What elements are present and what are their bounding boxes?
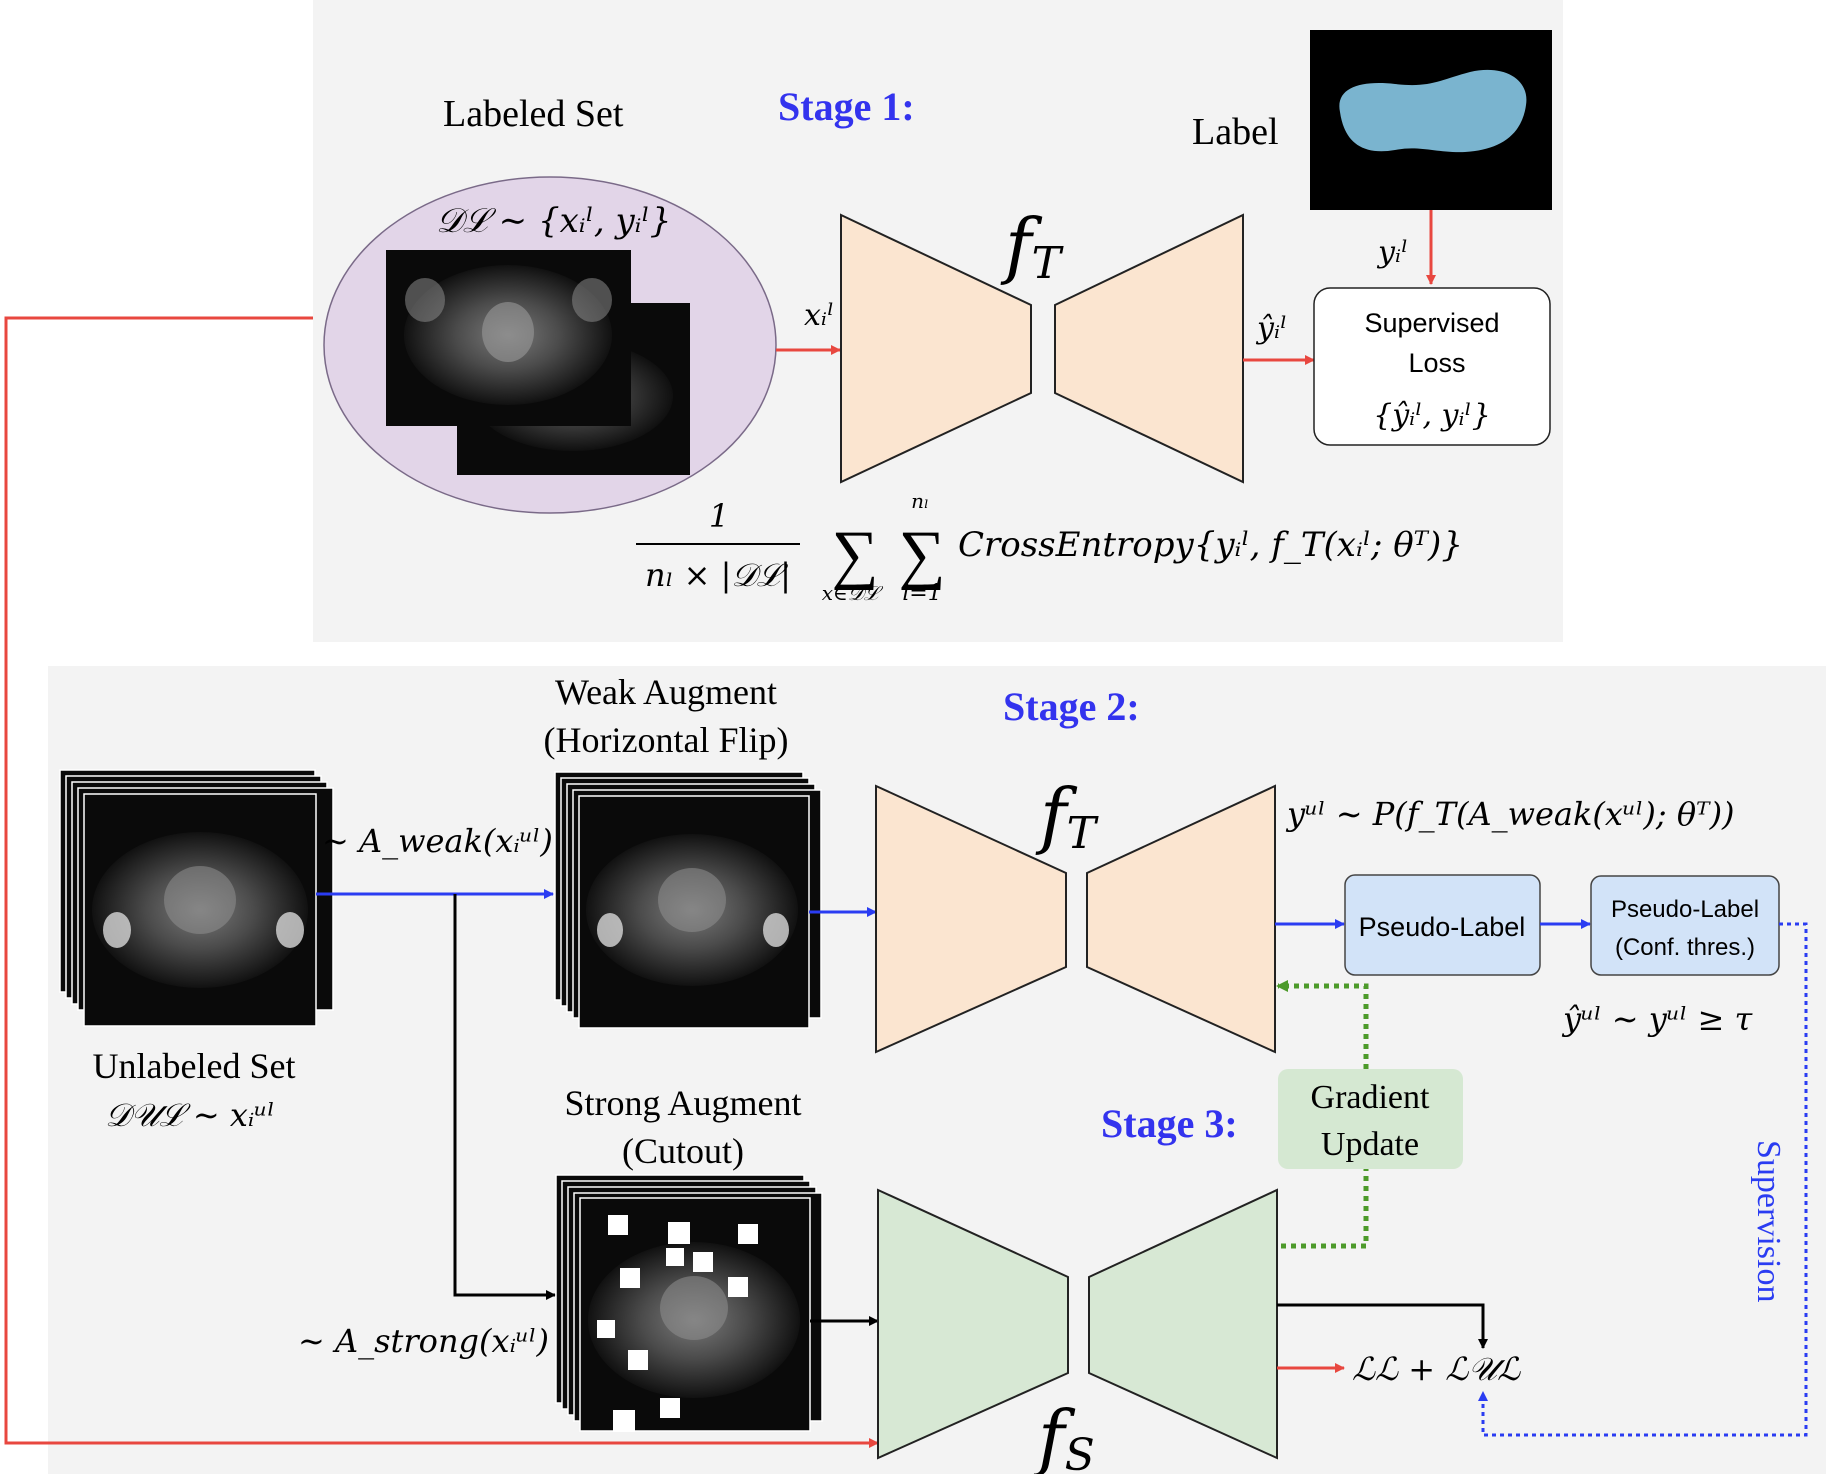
gradient-update-line1: Gradient (1311, 1079, 1431, 1116)
unlabeled-set-title: Unlabeled Set (93, 1046, 296, 1086)
supervised-loss-line3: {ŷᵢˡ, yᵢˡ} (1373, 398, 1491, 433)
student-output-arrow (1277, 1303, 1488, 1349)
strong-augment-title2: (Cutout) (622, 1131, 744, 1171)
stage1-title: Stage 1: (778, 84, 915, 129)
label-title: Label (1192, 111, 1279, 153)
stage3-title: Stage 3: (1101, 1101, 1238, 1146)
strong-augment-expr: ∼ A_strong(xᵢᵘˡ) (298, 1322, 549, 1360)
supervised-loss-line1: Supervised (1364, 308, 1499, 338)
stage1-label-expr: yᵢˡ (1376, 235, 1408, 270)
gradient-update-box (1278, 1069, 1463, 1169)
teacher-label-stage2: fT (1035, 773, 1100, 859)
supervised-loss-line2: Loss (1408, 348, 1465, 378)
student-network (877, 1188, 1278, 1460)
unlabeled-scan-stack (59, 769, 334, 1027)
unlabeled-dataset-expr: 𝒟𝒰ℒ ∼ xᵢᵘˡ (105, 1096, 275, 1134)
svg-text:nₗ × |𝒟ℒ|: nₗ × |𝒟ℒ| (645, 556, 791, 594)
confidence-threshold-expr: ŷᵘˡ ∼ yᵘˡ ≥ τ (1561, 1000, 1754, 1038)
svg-text:CrossEntropy{yᵢˡ, f_T(xᵢˡ; θᵀ): CrossEntropy{yᵢˡ, f_T(xᵢˡ; θᵀ)} (958, 525, 1463, 565)
labeled-to-student-line (4, 316, 879, 1448)
stage1-input-expr: xᵢˡ (804, 298, 834, 333)
stage1-prediction-expr: ŷᵢˡ (1255, 311, 1287, 346)
teacher-network-stage1 (840, 213, 1244, 484)
weak-augment-title2: (Horizontal Flip) (544, 720, 789, 760)
strong-augmented-scan-stack (555, 1174, 823, 1432)
supervision-arrow (1478, 922, 1808, 1437)
svg-text:∑: ∑ (898, 518, 945, 591)
pseudo-label-text: Pseudo-Label (1359, 912, 1526, 942)
total-loss-expr: ℒℒ + ℒ𝒰ℒ (1352, 1350, 1521, 1388)
gradient-update-arrow-upper (1276, 980, 1369, 1069)
svg-text:1: 1 (709, 497, 729, 535)
labeled-scan-stack (386, 250, 690, 475)
supervision-label: Supervision (1750, 1140, 1787, 1302)
teacher-network-stage2 (875, 784, 1276, 1054)
stage1-loss-formula: 1 nₗ × |𝒟ℒ| ∑ x∈𝒟ℒ nₗ ∑ i=1 CrossEntropy… (636, 489, 1463, 606)
teacher-output-expr: yᵘˡ ∼ P(f_T(A_weak(xᵘˡ); θᵀ)) (1285, 795, 1735, 833)
svg-text:i=1: i=1 (902, 581, 941, 606)
labeled-set-title: Labeled Set (443, 93, 624, 135)
labeled-dataset-expr: 𝒟ℒ ∼ {xᵢˡ, yᵢˡ} (436, 201, 671, 241)
svg-text:x∈𝒟ℒ: x∈𝒟ℒ (822, 581, 884, 605)
pseudo-conf-line1: Pseudo-Label (1611, 896, 1759, 923)
weak-augmented-scan-stack (554, 771, 822, 1029)
svg-text:nₗ: nₗ (911, 489, 929, 513)
gradient-update-arrow-lower (1281, 1169, 1369, 1249)
label-mask-blob (1339, 69, 1527, 153)
weak-augment-expr: ∼ A_weak(xᵢᵘˡ) (322, 822, 553, 860)
gradient-update-line2: Update (1321, 1126, 1419, 1163)
pseudo-conf-line2: (Conf. thres.) (1615, 934, 1755, 961)
weak-augment-title1: Weak Augment (555, 672, 777, 712)
strong-augment-title1: Strong Augment (564, 1083, 801, 1123)
svg-text:∑: ∑ (831, 518, 878, 591)
supervised-loss-box (1313, 287, 1551, 446)
stage2-title: Stage 2: (1003, 684, 1140, 729)
strong-augment-branch-line (453, 894, 556, 1300)
